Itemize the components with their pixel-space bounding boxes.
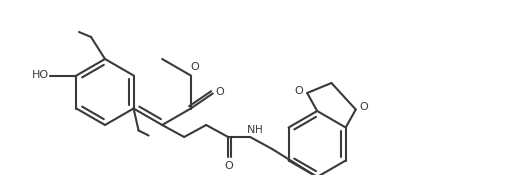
Text: HO: HO	[32, 71, 49, 80]
Text: O: O	[215, 86, 224, 96]
Text: O: O	[225, 161, 233, 171]
Text: O: O	[295, 86, 304, 96]
Text: H: H	[256, 125, 263, 135]
Text: N: N	[247, 125, 256, 135]
Text: O: O	[360, 103, 368, 113]
Text: O: O	[190, 62, 199, 72]
